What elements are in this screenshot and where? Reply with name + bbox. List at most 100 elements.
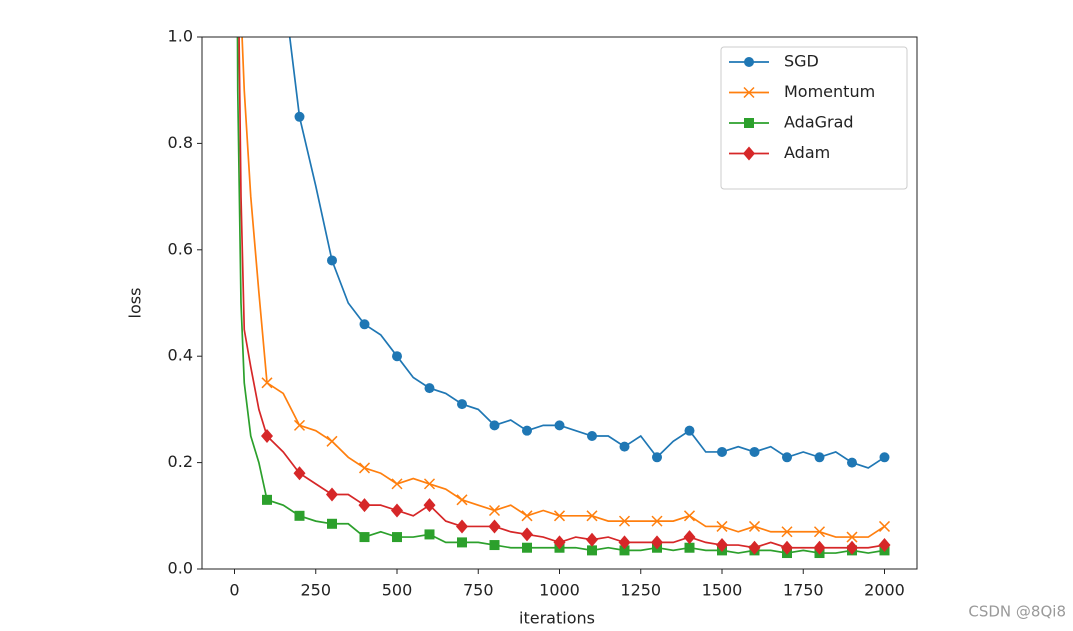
marker xyxy=(846,540,858,555)
legend-label: AdaGrad xyxy=(784,113,854,132)
x-tick-label: 750 xyxy=(463,581,494,600)
marker xyxy=(651,535,663,550)
x-tick-label: 1500 xyxy=(702,581,743,600)
marker xyxy=(359,532,370,543)
y-tick-label: 0.4 xyxy=(168,346,193,365)
marker xyxy=(684,425,695,436)
marker xyxy=(521,527,533,542)
x-tick-label: 0 xyxy=(229,581,239,600)
marker xyxy=(846,531,858,543)
marker xyxy=(748,520,761,532)
marker xyxy=(619,441,630,452)
marker xyxy=(781,540,793,555)
marker xyxy=(748,540,761,555)
marker xyxy=(744,118,754,128)
marker xyxy=(456,519,468,534)
marker xyxy=(716,538,728,553)
marker xyxy=(878,538,891,553)
marker xyxy=(814,452,825,463)
marker xyxy=(684,542,695,553)
marker xyxy=(358,498,371,513)
marker xyxy=(327,255,337,266)
marker xyxy=(619,545,630,556)
marker xyxy=(652,452,662,463)
marker xyxy=(358,462,371,474)
y-tick-label: 0.0 xyxy=(168,559,193,578)
marker xyxy=(391,503,403,518)
marker xyxy=(261,377,273,389)
marker xyxy=(683,510,696,522)
marker xyxy=(392,532,402,543)
plot-area xyxy=(236,37,891,559)
marker xyxy=(813,540,826,555)
marker xyxy=(424,529,435,540)
marker xyxy=(743,86,755,99)
marker xyxy=(782,452,792,463)
marker xyxy=(359,319,370,330)
marker xyxy=(424,383,435,394)
marker xyxy=(587,545,597,556)
marker xyxy=(879,452,890,463)
marker xyxy=(717,446,727,457)
marker xyxy=(847,457,857,468)
marker xyxy=(618,535,631,550)
marker xyxy=(521,510,533,522)
x-tick-label: 1750 xyxy=(783,581,824,600)
marker xyxy=(488,504,501,517)
marker xyxy=(878,520,891,532)
legend-label: Momentum xyxy=(784,82,875,101)
y-tick-label: 0.6 xyxy=(168,239,193,258)
marker xyxy=(293,466,306,481)
y-tick-label: 1.0 xyxy=(168,27,193,46)
marker xyxy=(651,515,663,527)
marker xyxy=(586,510,598,522)
marker xyxy=(456,494,468,506)
marker xyxy=(522,425,532,436)
marker xyxy=(392,351,402,362)
marker xyxy=(489,420,500,431)
marker xyxy=(749,446,760,457)
marker xyxy=(294,111,305,122)
marker xyxy=(293,419,306,431)
marker xyxy=(391,478,403,490)
marker xyxy=(326,435,338,447)
marker xyxy=(423,478,436,490)
marker xyxy=(586,532,598,547)
axes-frame xyxy=(201,36,918,570)
marker xyxy=(744,57,754,67)
marker xyxy=(587,431,597,441)
marker xyxy=(423,498,436,513)
watermark: CSDN @8Qi8 xyxy=(968,603,1066,621)
marker xyxy=(294,510,305,521)
marker xyxy=(618,515,631,527)
marker xyxy=(488,519,501,534)
y-tick-label: 0.2 xyxy=(168,452,193,471)
marker xyxy=(813,526,826,538)
x-tick-label: 250 xyxy=(300,581,331,600)
marker xyxy=(489,540,500,551)
marker xyxy=(553,535,566,550)
marker xyxy=(327,518,337,529)
marker xyxy=(743,146,755,161)
x-tick-label: 2000 xyxy=(864,581,905,600)
y-tick-label: 0.8 xyxy=(168,133,193,152)
x-tick-label: 1250 xyxy=(620,581,661,600)
marker xyxy=(326,487,338,502)
legend-label: SGD xyxy=(784,52,819,71)
x-tick-label: 500 xyxy=(382,581,413,600)
marker xyxy=(553,510,566,522)
x-axis-label: iterations xyxy=(519,609,595,628)
marker xyxy=(781,526,793,538)
marker xyxy=(716,520,728,532)
x-tick-label: 1000 xyxy=(539,581,580,600)
legend-label: Adam xyxy=(784,143,830,162)
marker xyxy=(457,537,467,548)
y-axis-label: loss xyxy=(126,288,145,319)
marker xyxy=(554,420,565,431)
marker xyxy=(262,494,272,505)
marker xyxy=(261,429,273,443)
marker xyxy=(683,530,696,545)
marker xyxy=(522,542,532,553)
marker xyxy=(457,399,467,410)
